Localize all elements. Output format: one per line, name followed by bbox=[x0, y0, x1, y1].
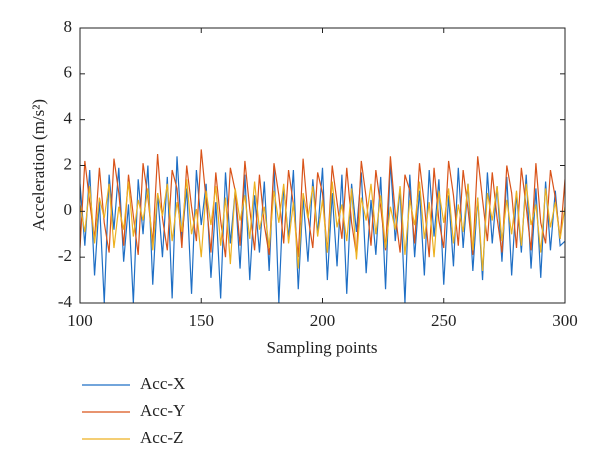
y-tick-label: 2 bbox=[64, 154, 73, 173]
series-line bbox=[80, 149, 565, 258]
legend-label: Acc-Y bbox=[140, 401, 185, 420]
x-tick-label: 150 bbox=[189, 311, 215, 330]
y-tick-label: -4 bbox=[58, 292, 73, 311]
plot-frame bbox=[79, 27, 566, 304]
y-tick-label: 8 bbox=[64, 17, 73, 36]
series-line bbox=[80, 179, 565, 271]
x-axis-label: Sampling points bbox=[267, 338, 378, 357]
x-tick-label: 200 bbox=[310, 311, 336, 330]
x-tick-label: 250 bbox=[431, 311, 457, 330]
x-tick-label: 300 bbox=[552, 311, 578, 330]
y-tick-label: 6 bbox=[64, 63, 73, 82]
legend-label: Acc-X bbox=[140, 374, 185, 393]
y-tick-label: 4 bbox=[64, 109, 73, 128]
y-axis-label: Acceleration (m/s²) bbox=[29, 99, 48, 231]
x-tick-label: 100 bbox=[67, 311, 93, 330]
y-tick-label: -2 bbox=[58, 246, 72, 265]
plot-lines bbox=[80, 149, 565, 303]
legend-label: Acc-Z bbox=[140, 428, 183, 447]
y-tick-label: 0 bbox=[64, 200, 73, 219]
